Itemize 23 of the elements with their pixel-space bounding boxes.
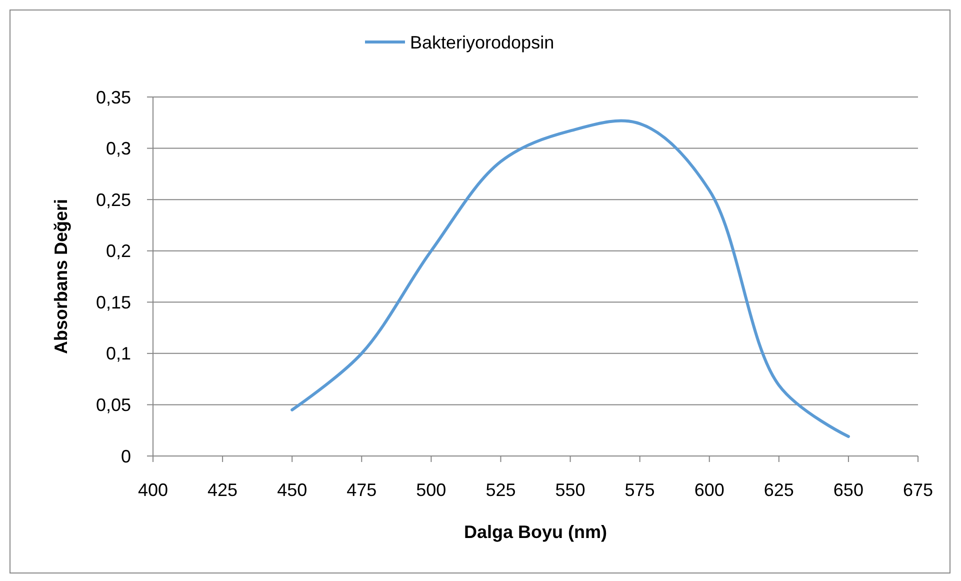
x-tick-label: 450	[277, 480, 308, 500]
x-tick-label: 675	[902, 480, 934, 500]
x-tick-label: 550	[555, 480, 586, 500]
y-tick-label: 0,05	[96, 395, 131, 416]
x-tick-label: 625	[764, 480, 794, 500]
legend-label: Bakteriyorodopsin	[410, 32, 554, 52]
y-tick-label: 0,1	[106, 344, 131, 364]
y-tick-label: 0,15	[96, 292, 131, 312]
y-tick-label: 0,35	[96, 87, 131, 108]
x-tick-label: 500	[416, 480, 446, 500]
y-tick-label: 0,2	[106, 241, 131, 262]
x-tick-label: 475	[346, 480, 377, 500]
x-tick-label: 425	[208, 480, 238, 500]
x-tick-label: 575	[624, 480, 655, 500]
x-axis-title: Dalga Boyu (nm)	[464, 522, 608, 542]
x-tick-label: 400	[138, 480, 168, 500]
x-tick-label: 650	[833, 480, 864, 500]
y-tick-label: 0	[120, 446, 131, 466]
x-tick-label: 600	[694, 480, 724, 500]
y-axis-title: Absorbans Değeri	[51, 198, 71, 354]
x-tick-label: 525	[486, 480, 516, 500]
y-tick-label: 0,3	[106, 138, 131, 159]
y-tick-label: 0,25	[96, 190, 131, 210]
